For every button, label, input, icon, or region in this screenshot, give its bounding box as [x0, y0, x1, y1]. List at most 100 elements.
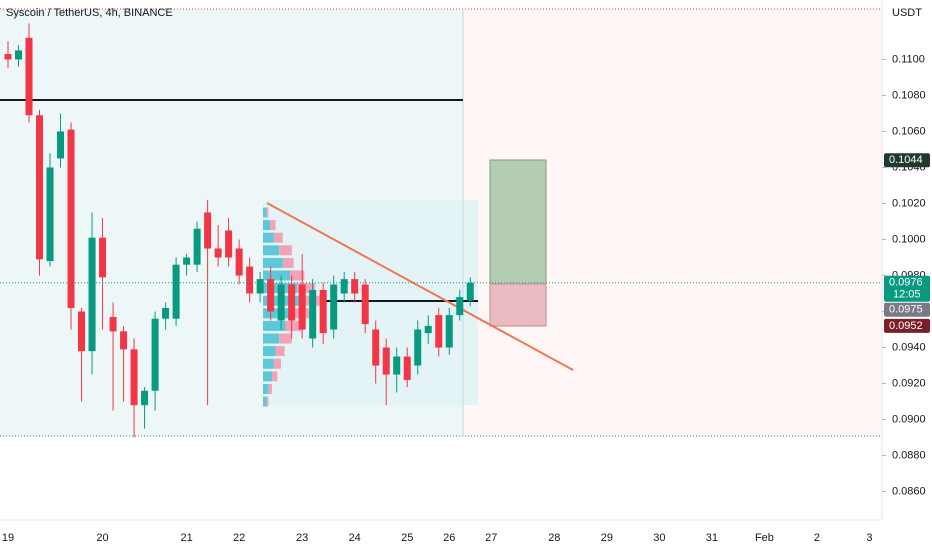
profile-down [273, 358, 281, 369]
price-tag [884, 302, 930, 317]
candle-body [466, 282, 474, 301]
candle-body [204, 212, 212, 249]
x-tick-label: 31 [706, 532, 718, 544]
candle-body [172, 264, 180, 319]
x-tick-label: 2 [814, 532, 820, 544]
y-tick-label: 0.0940 [892, 341, 926, 353]
candle-body [456, 297, 464, 316]
candle-body [298, 284, 306, 330]
candle-body [67, 129, 75, 308]
candle-body [162, 307, 170, 319]
candle-body [225, 230, 233, 258]
candle-body [36, 115, 44, 260]
x-tick-label: 29 [601, 532, 613, 544]
candle-body [141, 390, 149, 406]
profile-down [266, 207, 269, 218]
x-tick-label: Feb [755, 532, 774, 544]
profile-down [282, 257, 294, 268]
profile-down [279, 333, 292, 344]
candle-body [393, 356, 401, 375]
candle-body [309, 289, 317, 339]
price-tag-label: 0.0976 [889, 277, 923, 289]
stop-zone [489, 283, 547, 327]
candle-body [46, 167, 54, 262]
price-tag-label: 0.1044 [889, 154, 923, 166]
candle-body [214, 248, 222, 258]
profile-down [270, 220, 276, 231]
profile-up [263, 346, 276, 357]
profile-down [268, 383, 272, 394]
candle-body [382, 347, 390, 375]
candle-body [99, 237, 107, 278]
x-tick-label: 26 [443, 532, 455, 544]
candle-body [15, 50, 23, 60]
candle-body [403, 356, 411, 380]
candle-body [256, 279, 264, 294]
candle-body [120, 331, 128, 350]
x-tick-label: 27 [485, 532, 497, 544]
profile-down [266, 396, 269, 407]
candle-body [4, 54, 12, 60]
profile-down [285, 320, 302, 331]
x-tick-label: 22 [233, 532, 245, 544]
profile-up [263, 232, 274, 243]
candle-body [340, 279, 348, 294]
candle-body [424, 325, 432, 334]
x-tick-label: 3 [866, 532, 872, 544]
profile-up [263, 333, 280, 344]
x-tick-label: 28 [548, 532, 560, 544]
price-tag-label: 0.0975 [889, 304, 923, 316]
candle-body [414, 329, 422, 366]
profile-down [290, 270, 305, 281]
candle-body [277, 284, 285, 321]
x-tick-label: 30 [653, 532, 665, 544]
candle-body [78, 311, 86, 352]
trend-line [266, 202, 574, 371]
price-tag-countdown: 12:05 [893, 289, 921, 301]
candle-body [351, 279, 359, 294]
price-tag-label: 0.0952 [889, 320, 923, 332]
profile-down [297, 283, 316, 294]
y-axis-label: USDT [892, 7, 922, 19]
profile-up [263, 320, 286, 331]
y-tick-label: 0.0900 [892, 413, 926, 425]
candle-body [183, 257, 191, 265]
candle-body [193, 228, 201, 265]
profile-up [263, 245, 280, 256]
y-tick-label: 0.1100 [892, 53, 925, 65]
candle-body [130, 349, 138, 406]
y-tick-label: 0.1020 [892, 197, 926, 209]
x-tick-label: 23 [296, 532, 308, 544]
candle-body [445, 315, 453, 348]
y-tick-label: 0.1000 [892, 233, 926, 245]
profile-up [263, 396, 267, 407]
candle-body [288, 284, 296, 321]
y-tick-label: 0.0860 [892, 485, 926, 497]
candle-body [319, 289, 327, 334]
x-tick-label: 24 [349, 532, 361, 544]
candle-body [435, 315, 443, 348]
candle-body [25, 37, 33, 116]
y-tick-label: 0.1060 [892, 125, 926, 137]
candle-body [361, 284, 369, 325]
profile-down [275, 346, 285, 357]
profile-up [263, 257, 283, 268]
profile-down [279, 245, 292, 256]
profile-up [263, 383, 269, 394]
candle-body [109, 316, 117, 332]
y-tick-label: 0.0920 [892, 377, 926, 389]
candle-body [57, 131, 65, 159]
profile-down [273, 232, 283, 243]
profile-up [263, 371, 272, 382]
y-tick-label: 0.1080 [892, 89, 926, 101]
profile-down [272, 371, 278, 382]
candle-body [235, 248, 243, 276]
profile-up [263, 358, 274, 369]
target-zone [489, 159, 547, 285]
price-tag [884, 275, 930, 302]
x-tick-label: 20 [96, 532, 108, 544]
x-tick-label: 19 [2, 532, 14, 544]
x-tick-label: 25 [401, 532, 413, 544]
profile-up [263, 270, 290, 281]
